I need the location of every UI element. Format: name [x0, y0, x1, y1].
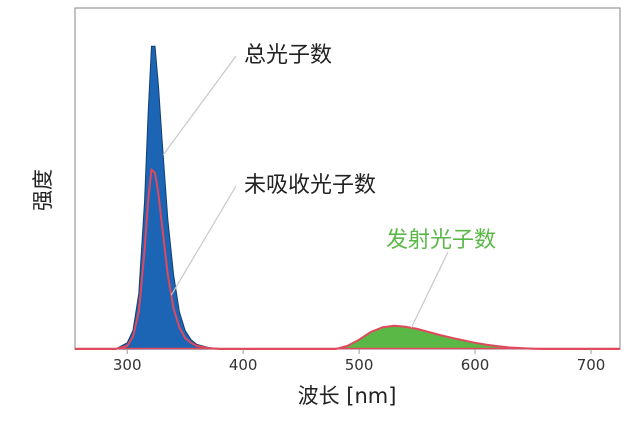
x-axis-label: 波长 [nm]: [298, 384, 397, 408]
annotation-total-label: 总光子数: [244, 43, 332, 68]
emission-photons-area: [231, 325, 620, 349]
x-axis: 300 400 500 600 700: [113, 349, 605, 374]
leader-unabsorbed: [170, 185, 237, 296]
leader-total: [162, 55, 237, 156]
x-tick-label: 400: [229, 356, 258, 374]
annotation-leaders: [162, 55, 449, 329]
x-tick-label: 300: [113, 356, 142, 374]
x-tick-label: 600: [461, 356, 490, 374]
x-tick-label: 700: [577, 356, 606, 374]
annotation-unabsorbed-label: 未吸收光子数: [244, 173, 376, 198]
x-tick-label: 500: [345, 356, 374, 374]
unabsorbed-photons-line: [75, 167, 232, 350]
annotation-emission-label: 发射光子数: [386, 228, 496, 253]
leader-emission: [410, 251, 449, 329]
series-layer: [75, 45, 620, 350]
y-axis-label: 强度: [31, 169, 55, 211]
